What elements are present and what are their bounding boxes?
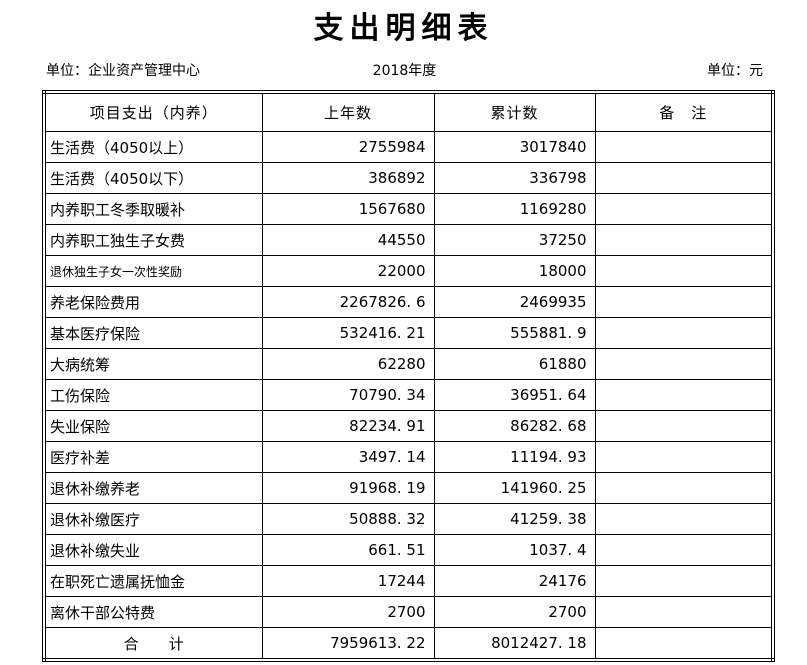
table-row: 大病统筹 62280 61880 — [43, 348, 774, 380]
row-prev-year-value: 1567680 — [261, 193, 435, 225]
table-row: 离休干部公特费 2700 2700 — [43, 596, 774, 628]
table-row: 工伤保险 70790. 34 36951. 64 — [43, 379, 774, 411]
row-cumulative-value: 37250 — [433, 224, 596, 256]
row-cumulative-value: 1037. 4 — [433, 534, 596, 566]
row-item-label: 生活费（4050以上） — [43, 131, 263, 163]
row-remark-cell — [594, 286, 774, 318]
row-prev-year-value: 82234. 91 — [261, 410, 435, 442]
row-item-label: 养老保险费用 — [43, 286, 263, 318]
row-prev-year-value: 2267826. 6 — [261, 286, 435, 318]
row-item-label: 内养职工冬季取暖补 — [43, 193, 263, 225]
table-row: 养老保险费用 2267826. 6 2469935 — [43, 286, 774, 318]
row-prev-year-value: 2755984 — [261, 131, 435, 163]
org-unit-label: 单位：企业资产管理中心 — [46, 63, 200, 79]
row-prev-year-value: 22000 — [261, 255, 435, 287]
row-remark-cell — [594, 534, 774, 566]
row-cumulative-value: 18000 — [433, 255, 596, 287]
total-row: 合 计 7959613. 22 8012427. 18 — [43, 627, 774, 661]
fiscal-year-label: 2018年度 — [372, 63, 437, 79]
row-cumulative-value: 24176 — [433, 565, 596, 597]
row-prev-year-value: 70790. 34 — [261, 379, 435, 411]
total-label: 合 计 — [43, 627, 263, 661]
table-row: 基本医疗保险 532416. 21 555881. 9 — [43, 317, 774, 349]
row-remark-cell — [594, 565, 774, 597]
row-remark-cell — [594, 193, 774, 225]
row-item-label: 在职死亡遗属抚恤金 — [43, 565, 263, 597]
table-row: 退休补缴养老 91968. 19 141960. 25 — [43, 472, 774, 504]
table-row: 在职死亡遗属抚恤金 17244 24176 — [43, 565, 774, 597]
row-remark-cell — [594, 162, 774, 194]
row-prev-year-value: 44550 — [261, 224, 435, 256]
total-prev-year-value: 7959613. 22 — [261, 627, 435, 661]
row-cumulative-value: 141960. 25 — [433, 472, 596, 504]
row-cumulative-value: 86282. 68 — [433, 410, 596, 442]
row-item-label: 退休补缴养老 — [43, 472, 263, 504]
row-cumulative-value: 11194. 93 — [433, 441, 596, 473]
column-header-remark: 备 注 — [594, 91, 774, 132]
table-body: 生活费（4050以上） 2755984 3017840 生活费（4050以下） … — [43, 131, 774, 628]
row-item-label: 医疗补差 — [43, 441, 263, 473]
row-cumulative-value: 336798 — [433, 162, 596, 194]
row-prev-year-value: 532416. 21 — [261, 317, 435, 349]
table-row: 退休补缴失业 661. 51 1037. 4 — [43, 534, 774, 566]
total-cumulative-value: 8012427. 18 — [433, 627, 596, 661]
page-title: 支出明细表 — [313, 11, 494, 46]
row-item-label: 退休补缴医疗 — [43, 503, 263, 535]
row-remark-cell — [594, 441, 774, 473]
row-remark-cell — [594, 503, 774, 535]
table-row: 退休独生子女一次性奖励 22000 18000 — [43, 255, 774, 287]
table-row: 内养职工冬季取暖补 1567680 1169280 — [43, 193, 774, 225]
row-prev-year-value: 3497. 14 — [261, 441, 435, 473]
column-header-item: 项目支出（内养） — [43, 91, 263, 132]
row-remark-cell — [594, 224, 774, 256]
row-remark-cell — [594, 317, 774, 349]
row-remark-cell — [594, 596, 774, 628]
row-cumulative-value: 2469935 — [433, 286, 596, 318]
row-item-label: 退休补缴失业 — [43, 534, 263, 566]
table-row: 失业保险 82234. 91 86282. 68 — [43, 410, 774, 442]
table-row: 生活费（4050以下） 386892 336798 — [43, 162, 774, 194]
row-cumulative-value: 2700 — [433, 596, 596, 628]
table-row: 内养职工独生子女费 44550 37250 — [43, 224, 774, 256]
row-prev-year-value: 50888. 32 — [261, 503, 435, 535]
row-remark-cell — [594, 379, 774, 411]
row-cumulative-value: 41259. 38 — [433, 503, 596, 535]
table-row: 退休补缴医疗 50888. 32 41259. 38 — [43, 503, 774, 535]
row-item-label: 内养职工独生子女费 — [43, 224, 263, 256]
row-item-label: 生活费（4050以下） — [43, 162, 263, 194]
currency-unit-label: 单位：元 — [707, 63, 763, 79]
row-item-label: 退休独生子女一次性奖励 — [43, 255, 263, 287]
row-prev-year-value: 661. 51 — [261, 534, 435, 566]
row-item-label: 基本医疗保险 — [43, 317, 263, 349]
row-prev-year-value: 386892 — [261, 162, 435, 194]
row-remark-cell — [594, 131, 774, 163]
row-cumulative-value: 61880 — [433, 348, 596, 380]
table-row: 医疗补差 3497. 14 11194. 93 — [43, 441, 774, 473]
row-remark-cell — [594, 472, 774, 504]
row-cumulative-value: 555881. 9 — [433, 317, 596, 349]
row-item-label: 工伤保险 — [43, 379, 263, 411]
row-prev-year-value: 62280 — [261, 348, 435, 380]
row-remark-cell — [594, 348, 774, 380]
row-prev-year-value: 2700 — [261, 596, 435, 628]
total-remark-cell — [594, 627, 774, 661]
meta-row: 单位：企业资产管理中心 2018年度 单位：元 — [46, 61, 763, 82]
row-cumulative-value: 1169280 — [433, 193, 596, 225]
row-prev-year-value: 17244 — [261, 565, 435, 597]
row-cumulative-value: 3017840 — [433, 131, 596, 163]
row-item-label: 大病统筹 — [43, 348, 263, 380]
row-remark-cell — [594, 410, 774, 442]
header-row: 项目支出（内养） 上年数 累计数 备 注 — [43, 91, 774, 132]
row-prev-year-value: 91968. 19 — [261, 472, 435, 504]
row-cumulative-value: 36951. 64 — [433, 379, 596, 411]
table-row: 生活费（4050以上） 2755984 3017840 — [43, 131, 774, 163]
column-header-cumulative: 累计数 — [433, 91, 596, 132]
column-header-prev-year: 上年数 — [261, 91, 435, 132]
expense-table: 项目支出（内养） 上年数 累计数 备 注 生活费（4050以上） 2755984… — [42, 90, 775, 662]
row-remark-cell — [594, 255, 774, 287]
row-item-label: 离休干部公特费 — [43, 596, 263, 628]
row-item-label: 失业保险 — [43, 410, 263, 442]
